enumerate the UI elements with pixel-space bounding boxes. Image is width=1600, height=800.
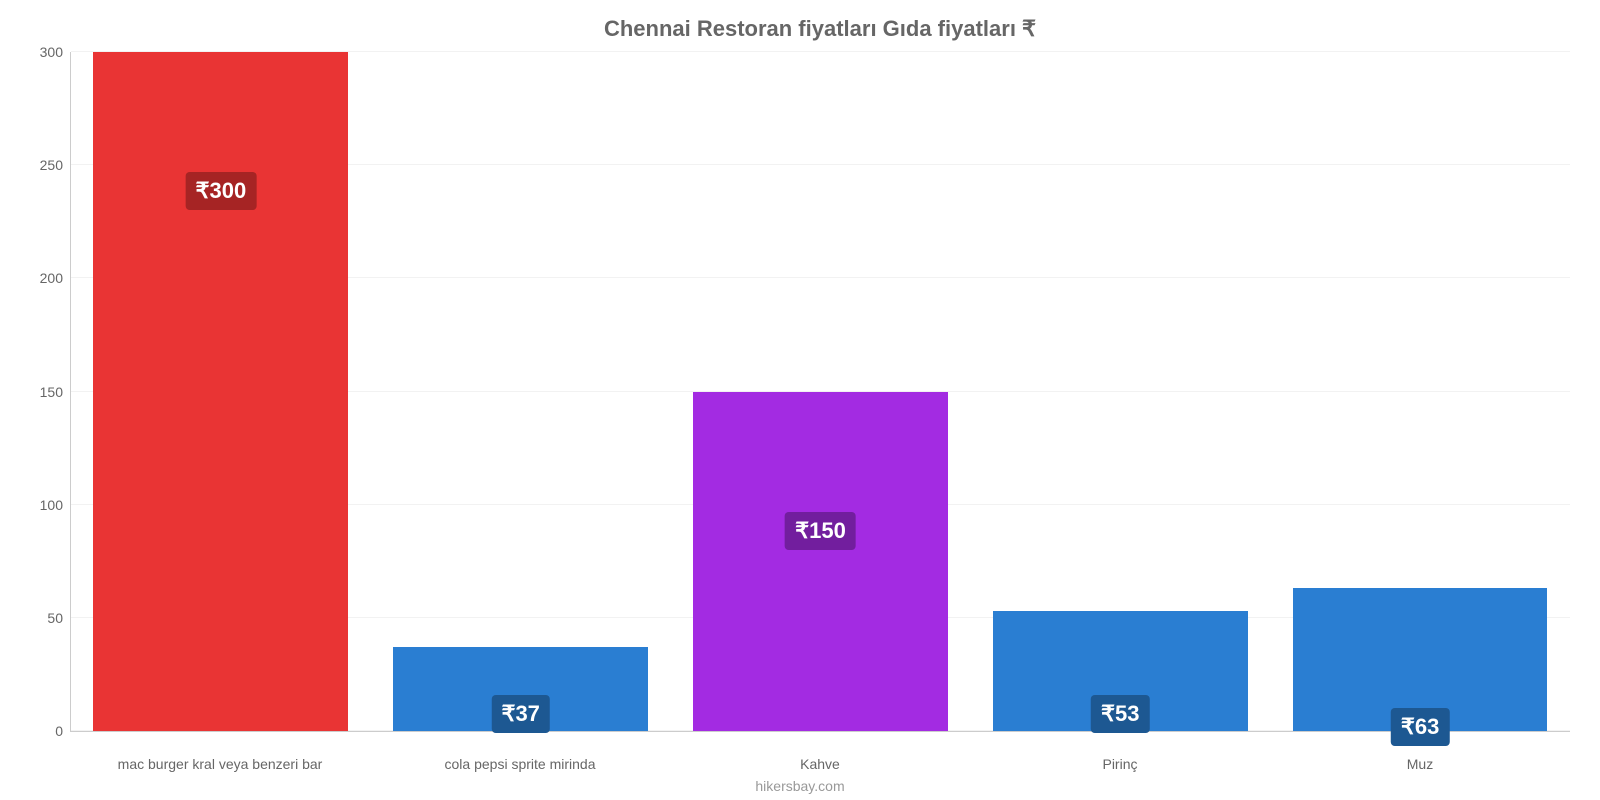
bar-value-label: ₹300: [186, 172, 257, 210]
x-tick-label: Muz: [1270, 756, 1570, 772]
bar: ₹300: [93, 52, 348, 731]
bar: ₹150: [693, 392, 948, 732]
bar-slot: ₹37: [371, 52, 671, 731]
y-tick-label: 200: [40, 270, 71, 286]
y-tick-label: 50: [47, 610, 71, 626]
x-tick-label: Pirinç: [970, 756, 1270, 772]
bar-value-label: ₹53: [1091, 695, 1149, 733]
y-tick-label: 0: [55, 723, 71, 739]
y-tick-label: 300: [40, 44, 71, 60]
bar-slot: ₹53: [970, 52, 1270, 731]
bars-group: ₹300 ₹37 ₹150 ₹53 ₹63: [71, 52, 1570, 731]
bar: ₹63: [1293, 588, 1548, 731]
bar: ₹37: [393, 647, 648, 731]
y-tick-label: 150: [40, 384, 71, 400]
chart-container: Chennai Restoran fiyatları Gıda fiyatlar…: [0, 0, 1600, 800]
bar-slot: ₹63: [1270, 52, 1570, 731]
chart-title: Chennai Restoran fiyatları Gıda fiyatlar…: [70, 16, 1570, 42]
y-tick-label: 250: [40, 157, 71, 173]
chart-footer: hikersbay.com: [0, 778, 1600, 794]
x-tick-label: Kahve: [670, 756, 970, 772]
bar-value-label: ₹150: [785, 512, 856, 550]
plot-area: ₹300₹37₹150₹53₹63 050100150200250300: [70, 52, 1570, 732]
bar-value-label: ₹37: [491, 695, 549, 733]
y-tick-label: 100: [40, 497, 71, 513]
x-tick-label: cola pepsi sprite mirinda: [370, 756, 670, 772]
bar-slot: ₹300: [71, 52, 371, 731]
bar-value-label: ₹63: [1391, 708, 1449, 746]
bar-slot: ₹150: [671, 52, 971, 731]
x-axis-labels: mac burger kral veya benzeri barcola pep…: [70, 756, 1570, 772]
bar: ₹53: [993, 611, 1248, 731]
x-tick-label: mac burger kral veya benzeri bar: [70, 756, 370, 772]
